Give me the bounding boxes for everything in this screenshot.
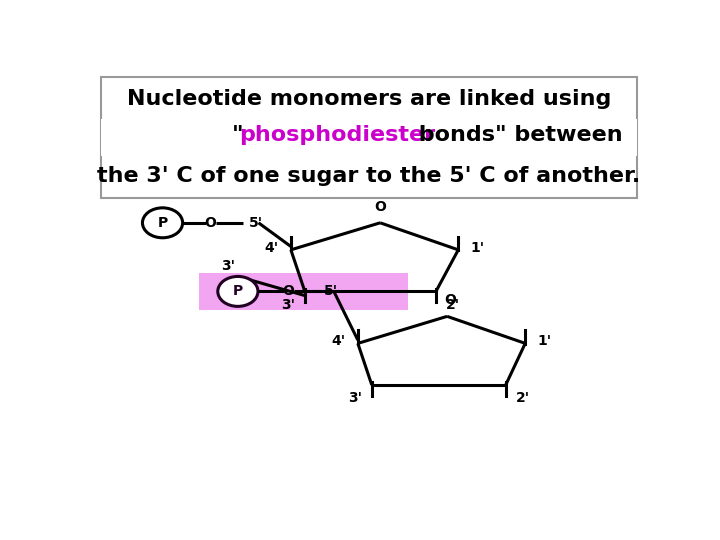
Text: 3': 3' — [281, 298, 294, 312]
Text: 2': 2' — [446, 298, 460, 312]
Text: 1': 1' — [471, 241, 485, 255]
Text: 3': 3' — [221, 259, 235, 273]
Text: 4': 4' — [264, 241, 279, 255]
Text: O: O — [282, 285, 294, 299]
Circle shape — [217, 276, 258, 306]
Text: 5': 5' — [324, 285, 338, 299]
Bar — [199, 273, 408, 310]
Text: 2': 2' — [516, 391, 530, 405]
Text: O: O — [444, 293, 456, 307]
Text: "phosphodiester bonds" between: "phosphodiester bonds" between — [159, 125, 579, 145]
Circle shape — [143, 208, 183, 238]
Text: phosphodiester: phosphodiester — [240, 125, 436, 145]
Text: 4': 4' — [331, 334, 346, 348]
Bar — [101, 119, 636, 156]
Text: ": " — [233, 125, 244, 145]
Bar — [101, 77, 636, 198]
Text: 5': 5' — [249, 216, 263, 230]
Text: O: O — [204, 216, 216, 230]
Text: bonds" between: bonds" between — [411, 125, 623, 145]
Text: P: P — [233, 285, 243, 299]
Text: P: P — [158, 216, 168, 230]
Text: the 3' C of one sugar to the 5' C of another.: the 3' C of one sugar to the 5' C of ano… — [97, 166, 641, 186]
Text: "phosphodiester bonds" between: "phosphodiester bonds" between — [159, 125, 579, 145]
Text: 3': 3' — [348, 391, 361, 405]
Text: "phosphodiester bonds" between: "phosphodiester bonds" between — [159, 125, 579, 145]
Text: Nucleotide monomers are linked using: Nucleotide monomers are linked using — [127, 89, 611, 109]
Text: O: O — [374, 200, 386, 214]
Text: 1': 1' — [538, 334, 552, 348]
